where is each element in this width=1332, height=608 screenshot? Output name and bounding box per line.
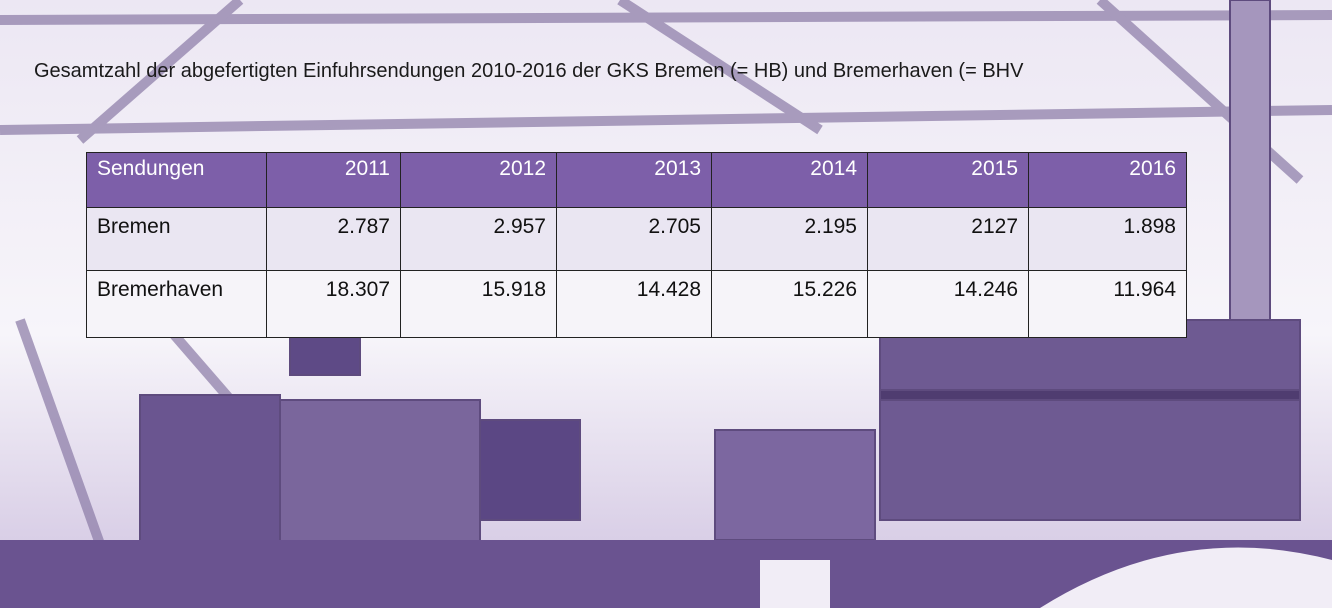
- data-table: Sendungen 2011 2012 2013 2014 2015 2016 Bremen…: [86, 152, 1187, 338]
- cell: 2.195: [711, 207, 868, 271]
- row-label: Bremen: [86, 207, 267, 271]
- cell: 18.307: [266, 270, 401, 338]
- column-header: 2011: [266, 152, 401, 208]
- header-row: Sendungen 2011 2012 2013 2014 2015 2016: [86, 152, 1187, 208]
- column-header: Sendungen: [86, 152, 267, 208]
- table-row: Bremerhaven 18.307 15.918 14.428 15.226 14.24…: [86, 270, 1187, 338]
- cell: 11.964: [1028, 270, 1187, 338]
- cell: 2.957: [400, 207, 557, 271]
- column-header: 2016: [1028, 152, 1187, 208]
- column-header: 2013: [556, 152, 712, 208]
- column-header: 2014: [711, 152, 868, 208]
- cell: 15.226: [711, 270, 868, 338]
- cell: 2.705: [556, 207, 712, 271]
- cell: 2.787: [266, 207, 401, 271]
- table-row: Bremen 2.787 2.957 2.705 2.195 2127 1.898: [86, 207, 1187, 271]
- cell: 2127: [867, 207, 1029, 271]
- column-header: 2012: [400, 152, 557, 208]
- heading: Gesamtzahl der abgefertigten Einfuhrsend…: [34, 60, 1024, 82]
- cell: 14.246: [867, 270, 1029, 338]
- cell: 1.898: [1028, 207, 1187, 271]
- table-body: Bremen 2.787 2.957 2.705 2.195 2127 1.898 Breme…: [86, 207, 1187, 338]
- cell: 15.918: [400, 270, 557, 338]
- row-label: Bremerhaven: [86, 270, 267, 338]
- column-header: 2015: [867, 152, 1029, 208]
- cell: 14.428: [556, 270, 712, 338]
